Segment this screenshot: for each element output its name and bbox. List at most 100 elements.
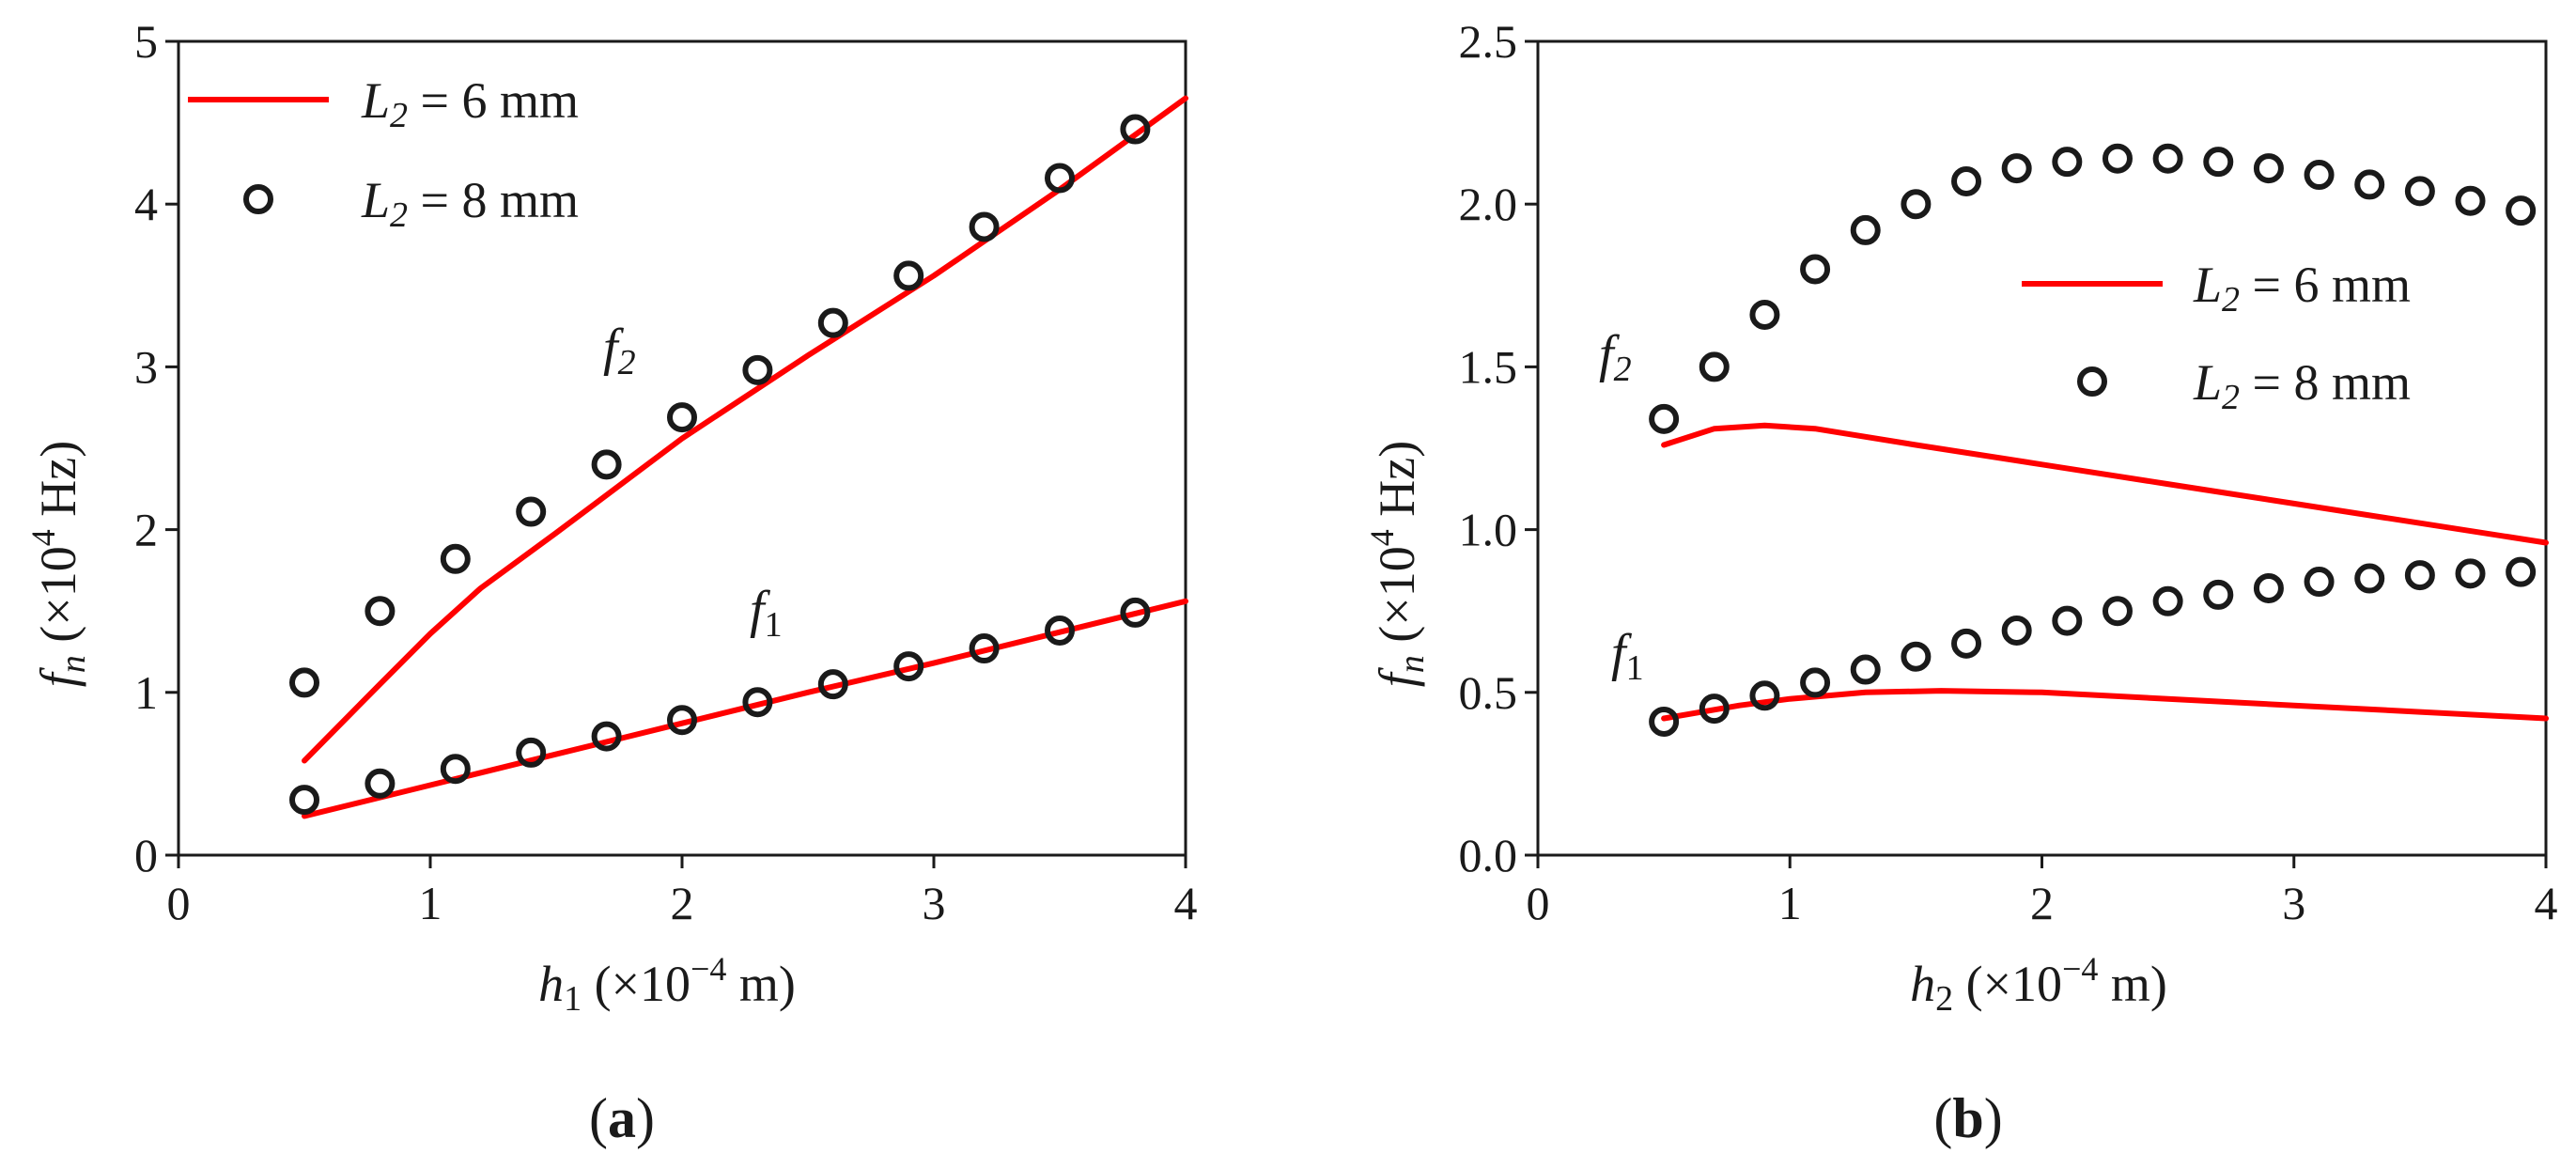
data-point-f1-l2-8-mm xyxy=(2102,596,2133,627)
data-point-f2-l2-8-mm xyxy=(365,596,396,627)
x-tick-label: 0 xyxy=(167,877,191,929)
panel-label-b: (b) xyxy=(1933,1087,2002,1149)
data-point-f2-l2-8-mm xyxy=(2152,143,2183,174)
legend-label-l2-6mm: L2 = 6 mm xyxy=(2193,257,2411,320)
data-point-f1-l2-8-mm xyxy=(591,721,622,752)
y-tick-label: 3 xyxy=(134,340,158,393)
y-tick-label: 2 xyxy=(134,504,158,556)
data-point-f1-l2-8-mm xyxy=(1120,597,1151,628)
data-point-f2-l2-8-mm xyxy=(667,402,697,433)
data-point-f2-l2-8-mm xyxy=(2304,160,2335,191)
curve-label-f1: f1 xyxy=(1611,624,1644,688)
panel-label-a: (a) xyxy=(589,1087,655,1149)
y-tick-label: 5 xyxy=(134,15,158,68)
panel-a-legend: L2 = 6 mm L2 = 8 mm xyxy=(188,72,579,235)
x-tick-label: 4 xyxy=(1174,877,1198,929)
data-point-f1-l2-8-mm xyxy=(1901,641,1932,672)
y-tick-label: 1.5 xyxy=(1459,340,1518,393)
panel-b-plot-area: 0 1 2 3 4 0.0 0.5 1.0 1.5 2.0 2.5 xyxy=(1459,15,2558,929)
curve-label-f2: f2 xyxy=(1599,325,1632,389)
x-tick-label: 4 xyxy=(2535,877,2558,929)
x-tick-label: 3 xyxy=(2282,877,2305,929)
data-point-f2-l2-8-mm xyxy=(2102,143,2133,174)
legend-label-l2-6mm: L2 = 6 mm xyxy=(361,72,579,135)
data-point-f1-l2-8-mm xyxy=(2152,585,2183,616)
panel-a-plot-area: 0 1 2 3 4 0 1 2 3 4 5 xyxy=(134,15,1198,929)
data-point-f1-l2-8-mm xyxy=(742,687,773,718)
data-point-f2-l2-8-mm xyxy=(1749,299,1780,330)
data-point-f1-l2-8-mm xyxy=(1800,667,1831,698)
x-tick-label: 3 xyxy=(923,877,946,929)
data-point-f1-l2-8-mm xyxy=(1850,654,1881,685)
data-point-f2-l2-8-mm xyxy=(2455,185,2486,216)
y-tick-label: 0 xyxy=(134,829,158,881)
data-point-f2-l2-8-mm xyxy=(1699,351,1730,382)
data-point-f1-l2-8-mm xyxy=(2052,605,2083,636)
legend-marker-swatch xyxy=(2077,366,2107,397)
legend-label-l2-8mm: L2 = 8 mm xyxy=(361,172,579,235)
x-tick-label: 1 xyxy=(419,877,442,929)
data-point-f1-l2-8-mm xyxy=(2203,579,2234,610)
panel-b-legend: L2 = 6 mm L2 = 8 mm xyxy=(2022,257,2411,417)
data-point-f1-l2-8-mm xyxy=(1649,706,1680,737)
y-tick-label: 1 xyxy=(134,666,158,719)
data-point-f2-l2-8-mm xyxy=(516,496,547,527)
y-tick-label: 1.0 xyxy=(1459,504,1518,556)
data-point-f1-l2-8-mm xyxy=(365,768,396,799)
legend-label-l2-8mm: L2 = 8 mm xyxy=(2193,354,2411,417)
data-point-f1-l2-8-mm xyxy=(2304,567,2335,598)
y-tick-label: 0.5 xyxy=(1459,666,1518,719)
data-point-f1-l2-8-mm xyxy=(289,785,319,816)
x-tick-label: 2 xyxy=(671,877,694,929)
data-point-f2-l2-8-mm xyxy=(742,354,773,385)
data-point-f2-l2-8-mm xyxy=(1951,165,1982,196)
curve-label-f2: f2 xyxy=(603,319,636,382)
data-point-f1-l2-8-mm xyxy=(2001,615,2032,646)
data-point-f2-l2-8-mm xyxy=(1850,214,1881,245)
legend-marker-swatch xyxy=(243,184,273,214)
data-point-f1-l2-8-mm xyxy=(1699,694,1730,725)
x-tick-label: 0 xyxy=(1527,877,1550,929)
data-point-f1-l2-8-mm xyxy=(516,737,547,768)
data-point-f1-l2-8-mm xyxy=(2253,572,2284,603)
data-point-f2-l2-8-mm xyxy=(893,260,924,291)
data-point-f2-l2-8-mm xyxy=(1120,114,1151,145)
data-point-f2-l2-8-mm xyxy=(440,543,471,574)
data-point-f2-l2-8-mm xyxy=(2001,153,2032,184)
panel-b: 0 1 2 3 4 0.0 0.5 1.0 1.5 2.0 2.5 L2 = 6 mm L2 = 8… xyxy=(1363,15,2558,1149)
y-tick-label: 4 xyxy=(134,178,158,230)
y-tick-label: 2.0 xyxy=(1459,178,1518,230)
data-point-f2-l2-8-mm xyxy=(2052,147,2083,178)
x-axis-title: h1 (×10−4 m) xyxy=(538,950,796,1019)
data-point-f2-l2-8-mm xyxy=(591,449,622,480)
data-point-f2-l2-8-mm xyxy=(2404,176,2435,207)
data-point-f2-l2-8-mm xyxy=(289,667,319,698)
series-line-f2-l2-6-mm xyxy=(1661,422,2549,546)
y-tick-label: 0.0 xyxy=(1459,829,1518,881)
data-point-f1-l2-8-mm xyxy=(2354,563,2385,594)
data-point-f1-l2-8-mm xyxy=(667,705,697,736)
x-tick-label: 2 xyxy=(2030,877,2054,929)
data-point-f1-l2-8-mm xyxy=(2455,558,2486,589)
data-point-f2-l2-8-mm xyxy=(969,211,1000,242)
data-point-f1-l2-8-mm xyxy=(969,633,1000,664)
data-point-f1-l2-8-mm xyxy=(893,651,924,682)
data-point-f1-l2-8-mm xyxy=(440,754,471,785)
y-axis-title: fn (×104 Hz) xyxy=(1363,441,1432,687)
plot-frame xyxy=(1536,39,2548,857)
data-point-f2-l2-8-mm xyxy=(1045,163,1075,194)
data-point-f2-l2-8-mm xyxy=(2354,169,2385,200)
panel-a: 0 1 2 3 4 0 1 2 3 4 5 L2 = 6 mm L2 = 8 mm f2 f1 h1… xyxy=(24,15,1198,1149)
data-point-f2-l2-8-mm xyxy=(817,307,848,338)
y-tick-label: 2.5 xyxy=(1459,15,1518,68)
data-point-f2-l2-8-mm xyxy=(2253,153,2284,184)
data-point-f1-l2-8-mm xyxy=(1045,615,1075,646)
data-point-f2-l2-8-mm xyxy=(2506,195,2537,226)
data-point-f1-l2-8-mm xyxy=(2506,556,2537,587)
data-point-f2-l2-8-mm xyxy=(1800,254,1831,285)
data-point-f1-l2-8-mm xyxy=(2404,560,2435,591)
x-tick-label: 1 xyxy=(1778,877,1802,929)
data-point-f2-l2-8-mm xyxy=(1649,403,1680,434)
x-axis-title: h2 (×10−4 m) xyxy=(1910,950,2167,1019)
